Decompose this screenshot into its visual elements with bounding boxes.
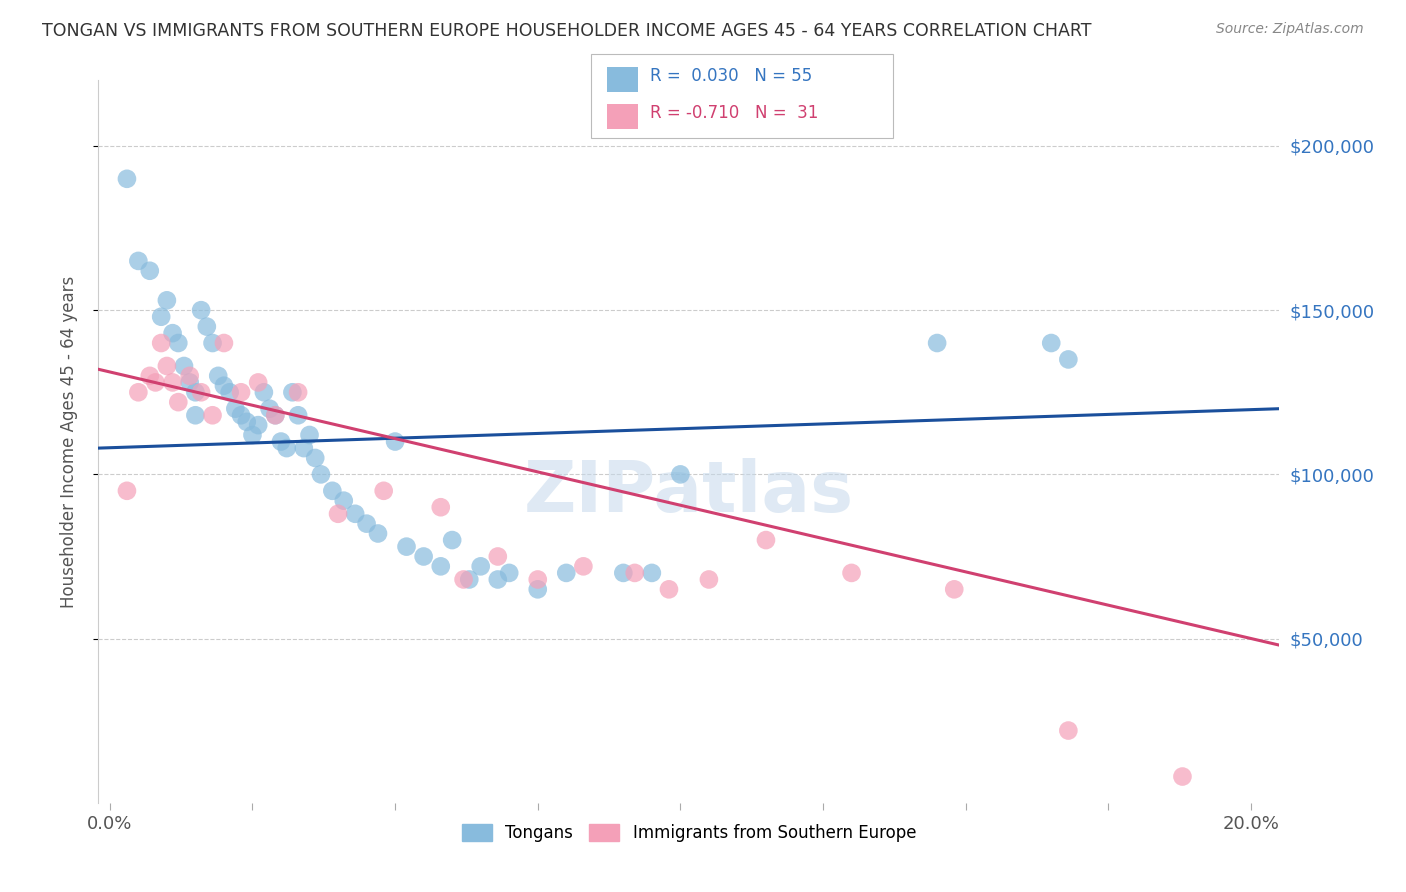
Point <box>1057 352 1080 367</box>
Point <box>184 409 207 423</box>
Point <box>326 507 349 521</box>
Point <box>259 401 281 416</box>
Point <box>470 559 492 574</box>
Point <box>218 385 240 400</box>
Point <box>270 434 292 449</box>
Point <box>229 409 252 423</box>
Point <box>264 409 287 423</box>
Point <box>236 415 259 429</box>
Point <box>115 171 138 186</box>
Point <box>201 409 224 423</box>
Point <box>195 319 218 334</box>
Point <box>1040 336 1063 351</box>
Point <box>212 336 235 351</box>
Point <box>321 483 343 498</box>
Point <box>572 559 595 574</box>
Point <box>623 566 645 580</box>
Point <box>344 507 367 521</box>
Point <box>184 385 207 400</box>
Point <box>841 566 863 580</box>
Point <box>458 573 481 587</box>
Point <box>242 428 264 442</box>
Point <box>1057 723 1080 738</box>
Point <box>755 533 778 547</box>
Point <box>697 573 720 587</box>
Point <box>190 385 212 400</box>
Point <box>927 336 949 351</box>
Point <box>162 326 184 341</box>
Point <box>287 409 309 423</box>
Point <box>201 336 224 351</box>
Text: TONGAN VS IMMIGRANTS FROM SOUTHERN EUROPE HOUSEHOLDER INCOME AGES 45 - 64 YEARS : TONGAN VS IMMIGRANTS FROM SOUTHERN EUROP… <box>42 22 1091 40</box>
Point <box>190 303 212 318</box>
Point <box>179 368 201 383</box>
Point <box>367 526 389 541</box>
Point <box>395 540 418 554</box>
Point <box>212 378 235 392</box>
Point <box>641 566 664 580</box>
Point <box>373 483 395 498</box>
Point <box>304 450 326 465</box>
Point <box>173 359 195 373</box>
Point <box>332 493 354 508</box>
Text: R = -0.710   N =  31: R = -0.710 N = 31 <box>650 104 818 122</box>
Point <box>162 376 184 390</box>
Point <box>429 559 451 574</box>
Point <box>486 549 509 564</box>
Point <box>167 336 190 351</box>
Text: R =  0.030   N = 55: R = 0.030 N = 55 <box>650 67 811 85</box>
Point <box>156 293 179 308</box>
Point <box>1171 770 1194 784</box>
Legend: Tongans, Immigrants from Southern Europe: Tongans, Immigrants from Southern Europe <box>456 817 922 848</box>
Point <box>658 582 681 597</box>
Point <box>127 385 149 400</box>
Point <box>356 516 378 531</box>
Text: Source: ZipAtlas.com: Source: ZipAtlas.com <box>1216 22 1364 37</box>
Point <box>281 385 304 400</box>
Point <box>292 441 315 455</box>
Point <box>486 573 509 587</box>
Point <box>287 385 309 400</box>
Point <box>150 310 173 324</box>
Point <box>429 500 451 515</box>
Point <box>453 573 475 587</box>
Point <box>167 395 190 409</box>
Point <box>412 549 434 564</box>
Point <box>150 336 173 351</box>
Point <box>156 359 179 373</box>
Point <box>298 428 321 442</box>
Point <box>612 566 634 580</box>
Point <box>253 385 276 400</box>
Point <box>309 467 332 482</box>
Point <box>224 401 246 416</box>
Point <box>669 467 692 482</box>
Point <box>229 385 252 400</box>
Point <box>498 566 520 580</box>
Point <box>276 441 298 455</box>
Point <box>145 376 167 390</box>
Point <box>247 418 270 433</box>
Point <box>179 376 201 390</box>
Point <box>207 368 229 383</box>
Point <box>139 264 162 278</box>
Point <box>441 533 464 547</box>
Point <box>139 368 162 383</box>
Point <box>384 434 406 449</box>
Point <box>247 376 270 390</box>
Point <box>555 566 578 580</box>
Point <box>526 582 548 597</box>
Point <box>127 253 149 268</box>
Point <box>264 409 287 423</box>
Text: ZIPatlas: ZIPatlas <box>524 458 853 526</box>
Point <box>115 483 138 498</box>
Y-axis label: Householder Income Ages 45 - 64 years: Householder Income Ages 45 - 64 years <box>59 276 77 607</box>
Point <box>526 573 548 587</box>
Point <box>943 582 966 597</box>
